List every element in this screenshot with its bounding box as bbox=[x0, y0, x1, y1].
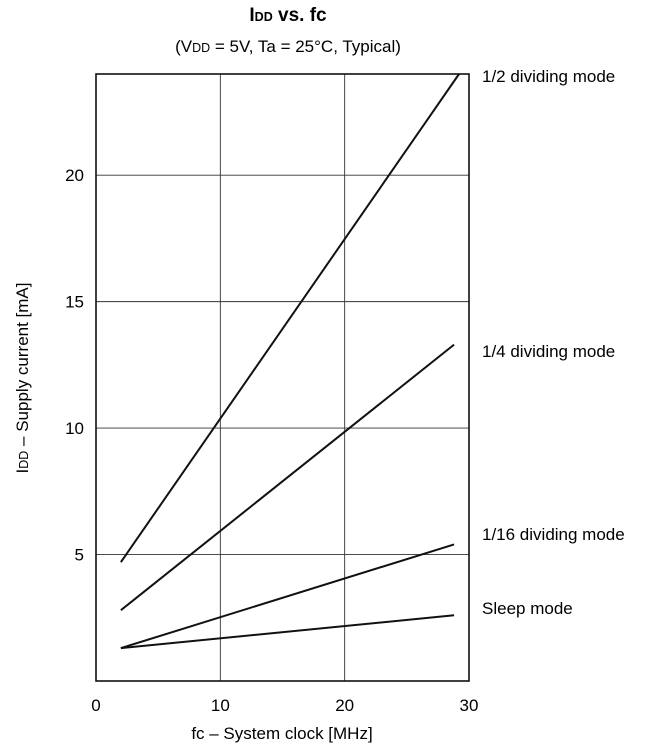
series-label: 1/2 dividing mode bbox=[482, 67, 615, 86]
plot-frame bbox=[95, 73, 470, 682]
x-tick-label: 20 bbox=[335, 696, 354, 715]
subtitle-pre: (V bbox=[175, 37, 193, 56]
x-axis-ticks: 0 10 20 30 bbox=[91, 696, 478, 715]
y-tick-label: 10 bbox=[65, 419, 84, 438]
x-tick-label: 0 bbox=[91, 696, 100, 715]
subtitle-subscript: DD bbox=[192, 41, 210, 55]
series-line bbox=[120, 343, 455, 611]
x-axis-label: fc – System clock [MHz] bbox=[191, 724, 372, 743]
subtitle-post: = 5V, Ta = 25°C, Typical) bbox=[210, 37, 401, 56]
y-axis-label-rest: – Supply current [mA] bbox=[13, 283, 32, 451]
chart-subtitle: (VDD = 5V, Ta = 25°C, Typical) bbox=[175, 37, 401, 56]
svg-text:IDD vs. fc: IDD vs. fc bbox=[249, 5, 327, 26]
svg-text:(VDD = 5V, Ta = 25°C, Typical): (VDD = 5V, Ta = 25°C, Typical) bbox=[175, 37, 401, 56]
series-lines bbox=[120, 73, 460, 650]
y-tick-label: 20 bbox=[65, 166, 84, 185]
series-label: Sleep mode bbox=[482, 599, 573, 618]
y-tick-label: 15 bbox=[65, 293, 84, 312]
x-tick-label: 30 bbox=[460, 696, 479, 715]
series-line bbox=[120, 543, 455, 650]
title-rest: vs. fc bbox=[273, 5, 327, 26]
y-tick-label: 5 bbox=[75, 546, 84, 565]
grid bbox=[96, 74, 469, 681]
y-axis-label-main: I bbox=[13, 469, 32, 474]
series-line bbox=[120, 73, 460, 563]
y-axis-label: IDD – Supply current [mA] bbox=[13, 283, 32, 474]
chart-title: IDD vs. fc bbox=[249, 5, 327, 26]
series-line bbox=[120, 614, 455, 650]
title-main: I bbox=[249, 5, 254, 26]
title-subscript: DD bbox=[255, 10, 273, 24]
y-axis-ticks: 5 10 15 20 bbox=[65, 166, 84, 564]
x-tick-label: 10 bbox=[211, 696, 230, 715]
series-label: 1/16 dividing mode bbox=[482, 525, 625, 544]
y-axis-label-subscript: DD bbox=[17, 451, 31, 469]
series-label: 1/4 dividing mode bbox=[482, 342, 615, 361]
series-labels: 1/2 dividing mode 1/4 dividing mode 1/16 d… bbox=[482, 67, 625, 618]
